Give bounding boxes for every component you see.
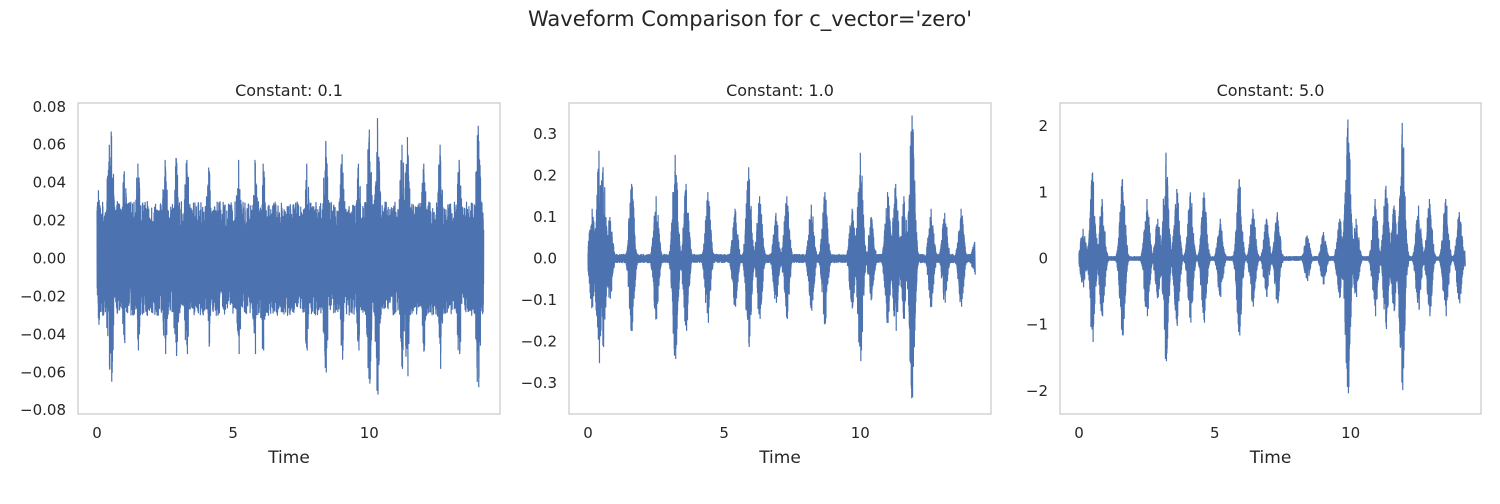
waveform-line: [96, 118, 485, 395]
y-tick-label: 0.1: [533, 208, 557, 226]
x-tick-label: 0: [92, 424, 102, 442]
x-tick-label: 10: [360, 424, 379, 442]
subplot-3: Constant: 5.0 0 5 10 −2 −1 0 1 2 Time: [1026, 81, 1482, 468]
x-tick-label: 10: [851, 424, 870, 442]
x-tick-label: 0: [583, 424, 593, 442]
y-tick-label: −2: [1026, 382, 1048, 400]
x-tick-label: 5: [228, 424, 238, 442]
y-tick-label: 0.0: [533, 250, 557, 268]
subplot-1: Constant: 0.1 0 5 10 −0.08 −0.06 −0.04 −0.02 0.0…: [20, 81, 501, 468]
subplot-title: Constant: 1.0: [726, 81, 834, 100]
y-tick-label: −0.1: [521, 291, 557, 309]
y-tick-label: 0.00: [33, 250, 66, 268]
x-tick-label: 5: [719, 424, 729, 442]
y-tick-label: 0.08: [33, 98, 66, 116]
y-tick-label: 2: [1038, 117, 1048, 135]
y-tick-label: −0.04: [20, 325, 66, 343]
y-tick-label: −0.06: [20, 363, 66, 381]
subplot-2: Constant: 1.0 0 5 10 −0.3 −0.2 −0.1 0.0 0.1 0.2 0.…: [521, 81, 992, 468]
x-tick-label: 10: [1341, 424, 1360, 442]
y-tick-label: 0.3: [533, 125, 557, 143]
x-axis-label: Time: [1249, 448, 1292, 468]
subplot-title: Constant: 0.1: [235, 81, 343, 100]
subplot-title: Constant: 5.0: [1217, 81, 1325, 100]
y-tick-label: 1: [1038, 183, 1048, 201]
y-tick-label: 0.06: [33, 136, 66, 154]
y-tick-label: −1: [1026, 316, 1048, 334]
y-tick-label: −0.02: [20, 287, 66, 305]
x-tick-label: 0: [1074, 424, 1084, 442]
y-tick-label: 0.02: [33, 212, 66, 230]
x-axis-label: Time: [758, 448, 801, 468]
y-tick-label: 0: [1038, 250, 1048, 268]
x-tick-label: 5: [1210, 424, 1220, 442]
y-tick-label: −0.08: [20, 401, 66, 419]
waveform-line: [587, 115, 976, 399]
y-tick-label: 0.04: [33, 174, 66, 192]
figure-title: Waveform Comparison for c_vector='zero': [528, 7, 972, 32]
y-tick-label: −0.3: [521, 374, 557, 392]
y-tick-label: −0.2: [521, 332, 557, 350]
x-axis-label: Time: [267, 448, 310, 468]
waveform-line: [1078, 119, 1466, 394]
y-tick-label: 0.2: [533, 167, 557, 185]
